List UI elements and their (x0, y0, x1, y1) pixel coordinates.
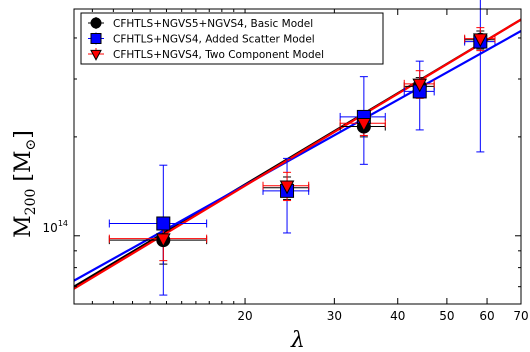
marker-s2-p1 (279, 180, 295, 195)
data-markers (155, 32, 488, 248)
legend-label-0: CFHTLS+NGVS5+NGVS4, Basic Model (113, 18, 313, 30)
fit-line-1 (74, 30, 521, 282)
svg-text:M200 [M⊙]: M200 [M⊙] (11, 130, 39, 238)
y-label-unit-sub: ⊙ (23, 139, 39, 151)
marker-s2-p0 (155, 233, 171, 248)
legend-label-2: CFHTLS+NGVS4, Two Component Model (113, 49, 324, 61)
axis-ticks: 20 30 40 50 60 70 (74, 9, 529, 323)
legend: CFHTLS+NGVS5+NGVS4, Basic Model CFHTLS+NG… (80, 12, 384, 65)
x-tick-label-70: 70 (513, 309, 528, 323)
x-tick-label-20: 20 (237, 309, 252, 323)
x-tick-label-40: 40 (390, 309, 405, 323)
marker-s1-p0 (156, 216, 171, 231)
x-axis-label: λ (290, 328, 305, 352)
legend-label-1: CFHTLS+NGVS4, Added Scatter Model (113, 34, 315, 46)
plot-frame (73, 8, 522, 305)
legend-box (80, 12, 384, 65)
marker-s2-p3 (412, 78, 428, 93)
y-label-unit-close: ] (11, 130, 36, 139)
legend-marker-2 (90, 49, 102, 61)
marker-s2-p4 (473, 33, 488, 48)
fit-line-2 (74, 18, 521, 290)
y-tick-label-1e14: 1014 (43, 219, 68, 235)
y-label-main: M (11, 215, 36, 238)
y-label-sub: 200 (23, 189, 39, 216)
y-axis-label: M200 [M⊙] (11, 130, 39, 238)
errorbar-s1-p4 (464, 0, 496, 153)
marker-s2-p2 (356, 117, 372, 132)
y-label-unit: [M (11, 150, 36, 181)
x-tick-label-50: 50 (439, 309, 454, 323)
x-tick-label-30: 30 (327, 309, 342, 323)
x-tick-label-60: 60 (479, 309, 494, 323)
legend-marker-1 (90, 33, 102, 44)
legend-marker-0 (90, 17, 102, 29)
